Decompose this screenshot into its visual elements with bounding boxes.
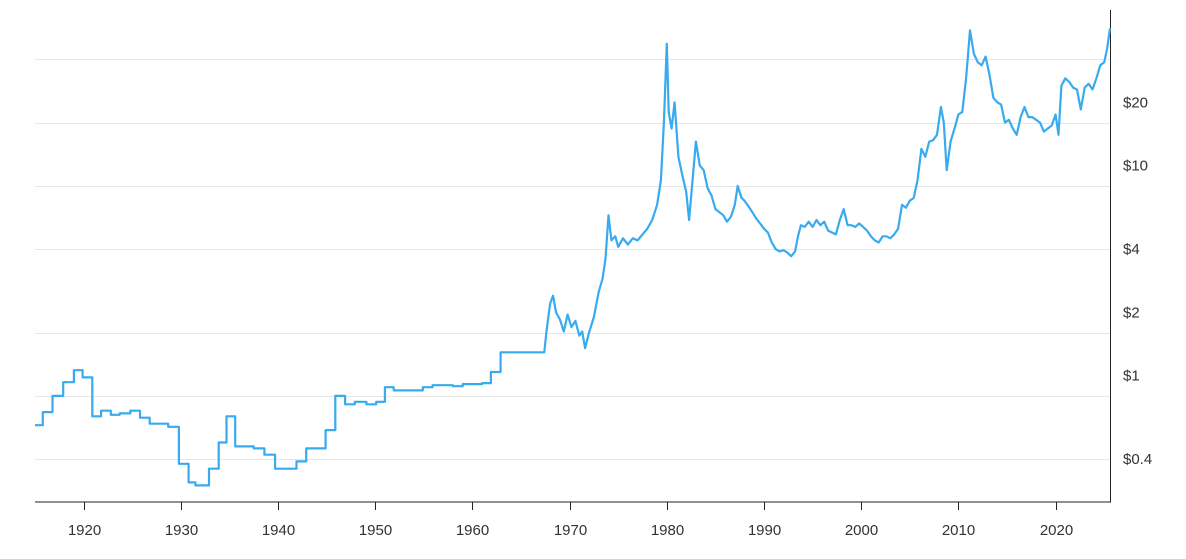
y-tick-label: $20 xyxy=(1123,94,1148,111)
y-tick-label: $0.4 xyxy=(1123,451,1152,468)
gridlines xyxy=(35,59,1110,460)
x-tick-label: 2020 xyxy=(1040,522,1073,539)
price-series-line xyxy=(35,28,1112,487)
x-axis-ticks: 1920 1930 1940 1950 1960 1970 1980 1990 2000 2010… xyxy=(68,502,1073,539)
y-axis-ticks: $0.4 $1 $2 $4 $10 $20 xyxy=(1123,94,1152,468)
x-tick-label: 2000 xyxy=(845,522,878,539)
y-tick-label: $1 xyxy=(1123,368,1140,385)
x-tick-label: 1940 xyxy=(262,522,295,539)
x-tick-label: 1920 xyxy=(68,522,101,539)
x-tick-label: 1970 xyxy=(554,522,587,539)
x-tick-label: 1990 xyxy=(748,522,781,539)
y-tick-label: $10 xyxy=(1123,158,1148,175)
x-tick-label: 1930 xyxy=(165,522,198,539)
x-tick-label: 1950 xyxy=(359,522,392,539)
x-tick-label: 1960 xyxy=(456,522,489,539)
y-tick-label: $4 xyxy=(1123,241,1140,258)
y-tick-label: $2 xyxy=(1123,304,1140,321)
x-tick-label: 1980 xyxy=(651,522,684,539)
x-tick-label: 2010 xyxy=(942,522,975,539)
